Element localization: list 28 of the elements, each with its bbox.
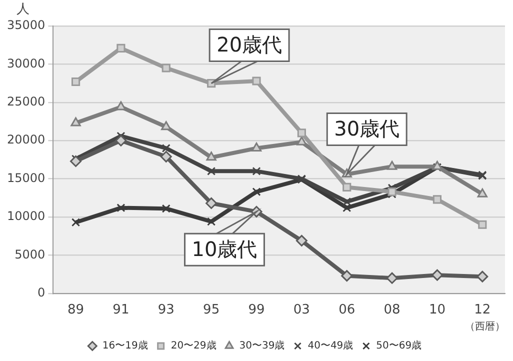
x-tick-label: 10: [428, 302, 446, 318]
x-tick-label: 06: [338, 302, 356, 318]
x-tick-label: 89: [67, 302, 84, 318]
annotation: 10歳代: [192, 236, 258, 261]
legend-label: 16〜19歳: [102, 340, 148, 352]
legend-label: 20〜29歳: [170, 340, 216, 352]
y-tick-label: 15000: [6, 170, 46, 185]
x-tick-label: 12: [474, 302, 491, 318]
x-tick-label: 93: [158, 302, 174, 318]
legend-label: 40〜49歳: [308, 340, 354, 352]
y-tick-label: 30000: [6, 56, 46, 70]
x-tick-label: 99: [248, 302, 265, 318]
x-tick-label: 08: [384, 302, 400, 318]
y-tick-label: 10000: [6, 209, 46, 224]
y-tick-label: 5000: [14, 247, 46, 262]
x-tick-label: 91: [112, 302, 130, 318]
y-tick-label: 25000: [6, 94, 46, 109]
x-tick-label: 03: [293, 302, 310, 318]
y-tick-label: 20000: [6, 132, 46, 147]
y-tick-label: 35000: [6, 18, 46, 32]
y-tick-label: 0: [38, 286, 46, 300]
legend-label: 30〜39歳: [239, 340, 285, 352]
annotation: 30歳代: [334, 116, 400, 140]
x-axis-title: （西暦）: [465, 322, 505, 333]
x-tick-label: 95: [203, 302, 220, 318]
y-axis-title: 人: [16, 2, 30, 17]
legend-label: 50〜69歳: [376, 340, 422, 352]
annotation: 20歳代: [216, 32, 282, 57]
